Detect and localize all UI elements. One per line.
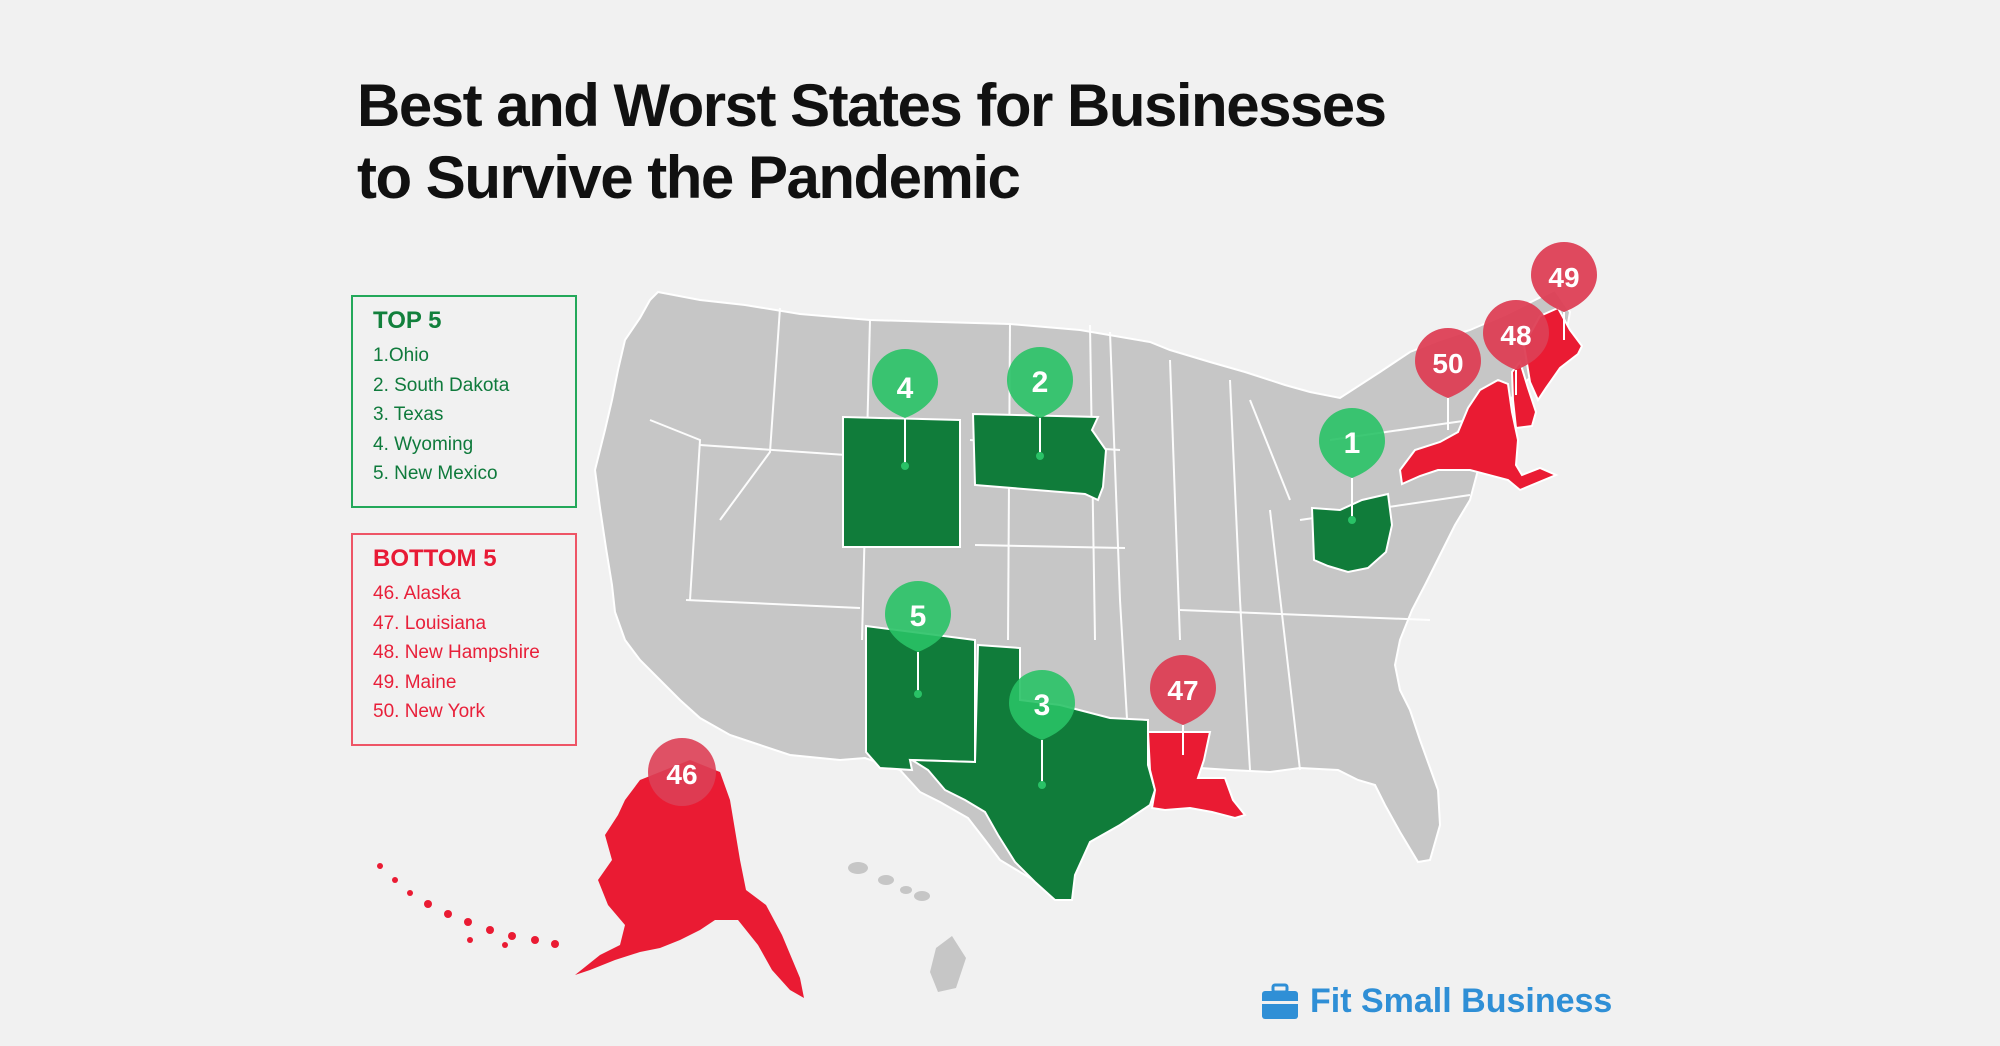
pin-alaska: 46 bbox=[648, 738, 716, 806]
pin-new-hampshire: 48 bbox=[1483, 300, 1549, 395]
title-line-1: Best and Worst States for Businesses bbox=[357, 72, 1387, 139]
pin-new-york: 50 bbox=[1415, 328, 1481, 430]
legend-bottom-item: 48. New Hampshire bbox=[373, 642, 540, 663]
pin-texas: 3 bbox=[1009, 670, 1075, 789]
state-ohio bbox=[1310, 492, 1394, 574]
state-alaska bbox=[377, 760, 804, 998]
pin-label-wyoming: 4 bbox=[897, 372, 914, 405]
legend-bottom-heading: BOTTOM 5 bbox=[373, 545, 497, 572]
legend-bottom-5: BOTTOM 5 46. Alaska 47. Louisiana 48. Ne… bbox=[351, 533, 577, 746]
state-hawaii bbox=[848, 862, 966, 992]
pin-louisiana: 47 bbox=[1150, 655, 1216, 755]
pin-south-dakota: 2 bbox=[1007, 347, 1073, 460]
pin-label-ohio: 1 bbox=[1344, 427, 1361, 460]
state-new-york bbox=[1398, 378, 1559, 492]
pin-label-alaska: 46 bbox=[666, 759, 697, 790]
pin-label-louisiana: 47 bbox=[1167, 675, 1198, 706]
pin-maine: 49 bbox=[1531, 242, 1597, 340]
brand-name: Fit Small Business bbox=[1310, 982, 1613, 1020]
pin-wyoming: 4 bbox=[872, 349, 938, 470]
pin-label-south-dakota: 2 bbox=[1032, 366, 1049, 399]
briefcase-icon bbox=[1260, 983, 1300, 1021]
state-wyoming bbox=[842, 415, 961, 548]
page-title: Best and Worst States for Businesses to … bbox=[357, 70, 1457, 214]
state-louisiana bbox=[1146, 731, 1247, 820]
pin-label-new-mexico: 5 bbox=[910, 600, 927, 633]
pin-ohio: 1 bbox=[1319, 408, 1385, 524]
legend-bottom-item: 50. New York bbox=[373, 701, 485, 722]
title-line-2: to Survive the Pandemic bbox=[357, 144, 1021, 211]
pin-new-mexico: 5 bbox=[885, 581, 951, 698]
pin-label-maine: 49 bbox=[1548, 262, 1579, 293]
pin-label-new-hampshire: 48 bbox=[1500, 320, 1531, 351]
legend-top-heading: TOP 5 bbox=[373, 307, 442, 334]
state-texas bbox=[908, 643, 1157, 901]
pin-label-texas: 3 bbox=[1034, 689, 1051, 722]
pin-label-new-york: 50 bbox=[1432, 348, 1463, 379]
legend-top-item: 1.Ohio bbox=[373, 345, 429, 366]
legend-top-item: 5. New Mexico bbox=[373, 463, 498, 484]
legend-top-item: 4. Wyoming bbox=[373, 433, 474, 455]
state-new-mexico bbox=[865, 624, 976, 772]
legend-top-item: 3. Texas bbox=[373, 404, 444, 425]
brand-logo: Fit Small Business bbox=[1260, 982, 1612, 1021]
legend-bottom-item: 46. Alaska bbox=[373, 583, 461, 604]
legend-top-item: 2. South Dakota bbox=[373, 374, 510, 396]
legend-bottom-item: 49. Maine bbox=[373, 671, 457, 693]
legend-top-5: TOP 5 1.Ohio 2. South Dakota 3. Texas 4.… bbox=[351, 295, 577, 508]
legend-bottom-item: 47. Louisiana bbox=[373, 612, 487, 634]
